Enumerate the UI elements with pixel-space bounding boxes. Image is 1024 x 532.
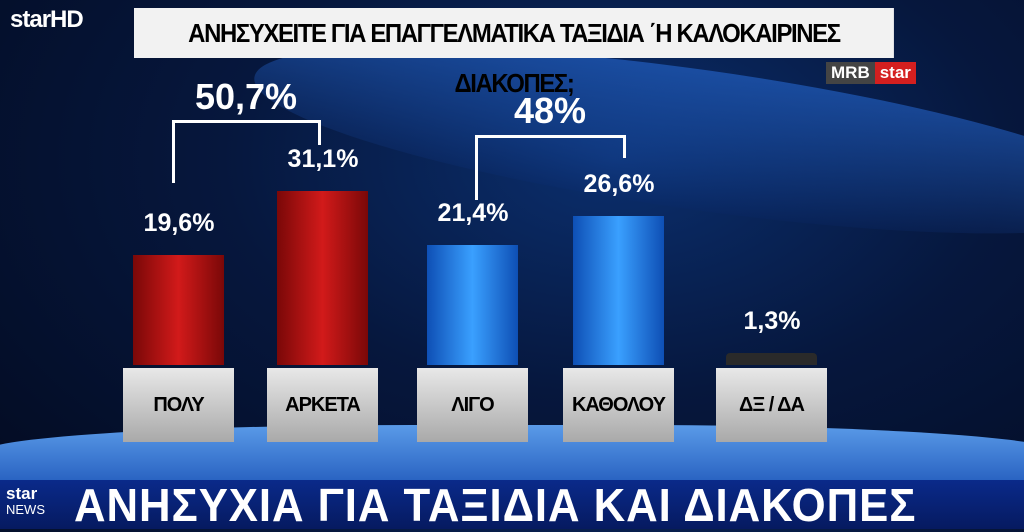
group-bracket-1-right — [318, 125, 321, 145]
news-logo-bottom: NEWS — [6, 502, 45, 517]
group-bracket-2 — [475, 135, 626, 145]
data-label-2: 31,1% — [287, 144, 359, 173]
pollster-logo: MRB — [826, 62, 875, 84]
data-label-1: 19,6% — [143, 209, 215, 238]
news-logo-top: star — [6, 484, 38, 503]
category-label-1: ΠΟΛΥ — [123, 368, 234, 442]
bar-3 — [427, 245, 518, 365]
group-bracket-1-left — [172, 125, 175, 183]
group-bracket-1 — [172, 120, 321, 130]
category-label-3: ΛΙΓΟ — [417, 368, 528, 442]
lower-third-bar — [0, 480, 1024, 529]
bar-2 — [277, 190, 368, 365]
group-sum-label-2: 48% — [513, 90, 587, 131]
channel-logo: starHD — [10, 6, 84, 33]
news-logo: star NEWS — [6, 484, 45, 518]
category-label-5: ΔΞ / ΔΑ — [716, 368, 827, 442]
network-logo: star — [874, 62, 916, 84]
data-label-3: 21,4% — [437, 199, 509, 228]
group-bracket-2-left — [475, 140, 478, 200]
group-bracket-2-right — [623, 140, 626, 158]
bar-1 — [133, 255, 224, 365]
headline: ΑΝΗΣΥΧΙΑ ΓΙΑ ΤΑΞΙΔΙΑ ΚΑΙ ΔΙΑΚΟΠΕΣ — [74, 479, 917, 531]
bar-4 — [573, 216, 664, 365]
source-logo: MRB star — [826, 62, 916, 84]
group-sum-label-1: 50,7% — [194, 76, 298, 117]
data-label-4: 26,6% — [583, 170, 655, 199]
bar-5 — [726, 353, 817, 365]
data-label-5: 1,3% — [743, 307, 801, 335]
category-label-2: ΑΡΚΕΤΑ — [267, 368, 378, 442]
chart-title: ΑΝΗΣΥΧΕΙΤΕ ΓΙΑ ΕΠΑΓΓΕΛΜΑΤΙΚΑ ΤΑΞΙΔΙΑ ΄Η … — [134, 8, 894, 98]
category-label-4: ΚΑΘΟΛΟΥ — [563, 368, 674, 442]
